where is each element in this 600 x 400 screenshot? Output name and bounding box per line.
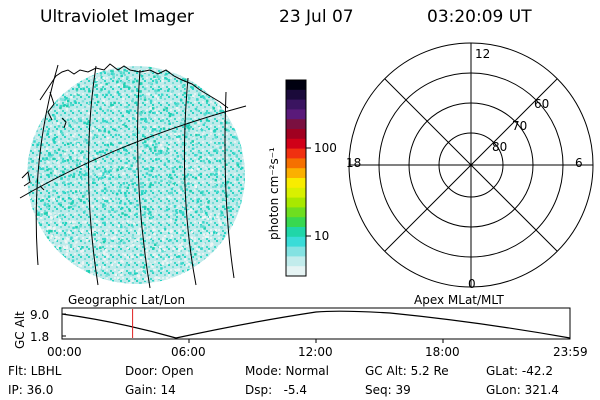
colorbar-cell — [286, 129, 306, 140]
colorbar-cell — [286, 246, 306, 257]
colorbar-cell — [286, 207, 306, 218]
colorbar-cell — [286, 187, 306, 199]
map-label: Geographic Lat/Lon — [68, 293, 186, 307]
mlt-label-6: 6 — [575, 156, 583, 170]
mode-readout: Mode: Normal — [245, 364, 329, 378]
colorbar-tick-10: 10 — [314, 229, 330, 243]
colorbar-cell — [286, 109, 306, 120]
x-tick-0600: 06:00 — [171, 345, 206, 359]
observation-date: 23 Jul 07 — [279, 7, 354, 27]
glat-readout: GLat: -42.2 — [486, 364, 553, 378]
meridian-line — [35, 64, 59, 266]
colorbar-cell — [286, 256, 306, 267]
mlat-label-60: 60 — [534, 97, 550, 111]
mlt-label-12: 12 — [475, 47, 491, 61]
colorbar-cell — [286, 99, 306, 110]
y-tick-1-8: 1.8 — [30, 330, 50, 344]
colorbar-cell — [286, 80, 306, 91]
altitude-curve — [61, 310, 571, 339]
door-readout: Door: Open — [125, 364, 194, 378]
gc-altitude-readout: GC Alt: 5.2 Re — [365, 364, 449, 378]
x-tick-1200: 12:00 — [298, 345, 333, 359]
uv-emission-disk — [27, 66, 245, 284]
timeline-axis-label: GC Alt — [13, 311, 27, 349]
mlat-label-80: 80 — [492, 140, 508, 154]
y-tick-9: 9.0 — [30, 308, 50, 322]
colorbar-cell — [286, 178, 306, 189]
x-tick-1800: 18:00 — [425, 345, 460, 359]
mlt-label-0: 0 — [468, 277, 476, 291]
colorbar-cell — [286, 266, 306, 277]
colorbar-cell — [286, 138, 306, 150]
colorbar-cell — [286, 119, 306, 130]
colorbar-cell — [286, 236, 306, 248]
geographic-grid — [19, 64, 247, 289]
filter-readout: Flt: LBHL — [8, 364, 62, 378]
dsp-readout: Dsp: -5.4 — [245, 383, 308, 397]
meridian-line — [87, 65, 99, 286]
glon-readout: GLon: 321.4 — [486, 383, 559, 397]
gain-readout: Gain: 14 — [125, 383, 176, 397]
app-title: Ultraviolet Imager — [40, 7, 194, 27]
colorbar-cell — [286, 217, 306, 228]
colorbar-cell — [286, 89, 306, 101]
coastline — [21, 63, 229, 191]
colorbar-tick-100: 100 — [314, 141, 337, 155]
meridian-line — [224, 91, 235, 279]
observation-time: 03:20:09 UT — [427, 7, 532, 27]
latitude-line — [19, 105, 247, 199]
colorbar-cell — [286, 227, 306, 238]
mlat-label-70: 70 — [512, 119, 528, 133]
colorbar-cell — [286, 197, 306, 208]
meridian-line — [183, 77, 197, 286]
polar-diagonal — [384, 78, 558, 252]
polar-label: Apex MLat/MLT — [414, 293, 504, 307]
sequence-readout: Seq: 39 — [365, 383, 411, 397]
mlt-label-18: 18 — [346, 156, 362, 170]
colorbar-cell — [286, 168, 306, 179]
meridian-line — [137, 69, 151, 289]
x-tick-0000: 00:00 — [47, 345, 82, 359]
colorbar-cell — [286, 148, 306, 159]
ip-readout: IP: 36.0 — [8, 383, 54, 397]
x-tick-2359: 23:59 — [553, 345, 588, 359]
colorbar-cell — [286, 158, 306, 169]
